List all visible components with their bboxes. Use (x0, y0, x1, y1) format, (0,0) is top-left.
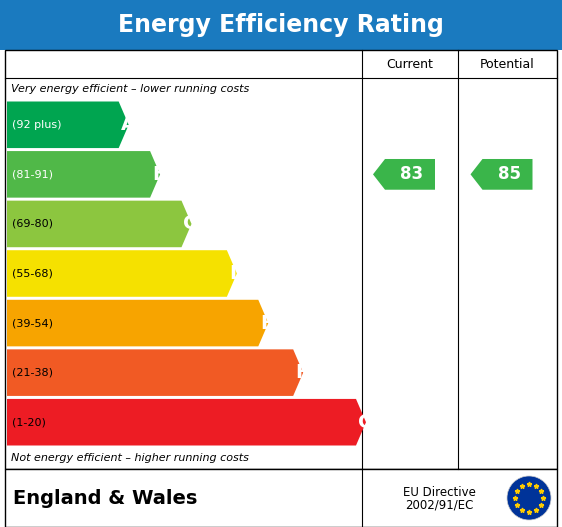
Text: 83: 83 (401, 165, 424, 183)
Text: G: G (358, 413, 374, 432)
Polygon shape (7, 102, 129, 148)
Polygon shape (373, 159, 435, 190)
Text: B: B (152, 165, 167, 184)
Text: (69-80): (69-80) (12, 219, 53, 229)
Circle shape (507, 476, 551, 520)
Bar (5, 50, 557, 469)
Text: E: E (260, 314, 274, 333)
Bar (0, 0, 562, 50)
Polygon shape (7, 151, 160, 198)
Text: (92 plus): (92 plus) (12, 120, 61, 130)
Text: (21-38): (21-38) (12, 368, 53, 378)
Text: F: F (295, 363, 309, 382)
Polygon shape (7, 250, 237, 297)
Bar (5, 469, 557, 527)
Polygon shape (7, 300, 268, 346)
Text: 2002/91/EC: 2002/91/EC (405, 499, 474, 512)
Polygon shape (470, 159, 533, 190)
Text: Potential: Potential (480, 57, 535, 71)
Text: (81-91): (81-91) (12, 169, 53, 179)
Text: Very energy efficient – lower running costs: Very energy efficient – lower running co… (11, 84, 250, 94)
Text: (1-20): (1-20) (12, 417, 46, 427)
Polygon shape (7, 201, 192, 247)
Polygon shape (7, 399, 366, 445)
Text: England & Wales: England & Wales (13, 489, 197, 508)
Text: Current: Current (387, 57, 433, 71)
Text: EU Directive: EU Directive (403, 485, 476, 499)
Text: A: A (121, 115, 136, 134)
Text: C: C (184, 214, 198, 233)
Text: (55-68): (55-68) (12, 268, 53, 278)
Polygon shape (7, 349, 303, 396)
Text: Energy Efficiency Rating: Energy Efficiency Rating (118, 13, 444, 37)
Text: Not energy efficient – higher running costs: Not energy efficient – higher running co… (11, 453, 249, 463)
Text: (39-54): (39-54) (12, 318, 53, 328)
Text: D: D (229, 264, 245, 283)
Text: 85: 85 (498, 165, 521, 183)
